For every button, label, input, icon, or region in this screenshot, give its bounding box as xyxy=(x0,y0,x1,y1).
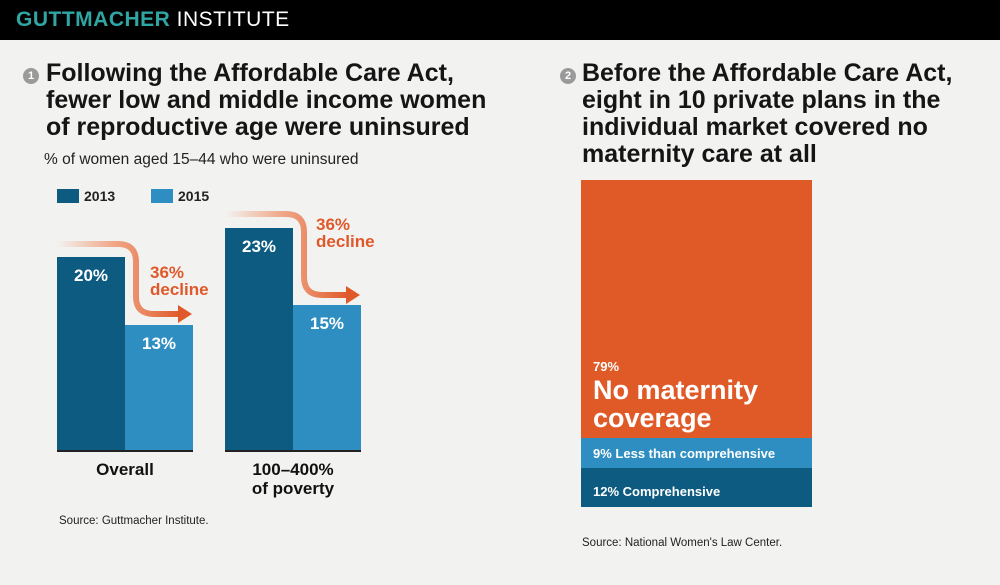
segment-percent: 12% xyxy=(593,483,620,499)
chart-1-subtitle: % of women aged 15–44 who were uninsured xyxy=(44,151,359,168)
decline-arrow-head-overall xyxy=(178,305,192,323)
brand-logo: GUTTMACHER INSTITUTE xyxy=(16,8,290,32)
segment-label: 9% Less than comprehensive xyxy=(593,446,775,461)
source-note-1: Source: Guttmacher Institute. xyxy=(59,515,209,527)
brand-name-light: INSTITUTE xyxy=(176,8,290,31)
segment-comprehensive: 12% Comprehensive xyxy=(581,467,812,507)
category-label-overall: Overall xyxy=(57,460,193,479)
panel-2-headline-line: eight in 10 private plans in the xyxy=(582,86,941,114)
panel-1-headline: Following the Affordable Care Act, fewer… xyxy=(46,60,486,141)
segment-title-line: No maternity xyxy=(593,375,759,406)
panel-2-headline-line: Before the Affordable Care Act, xyxy=(582,59,953,87)
baseline-poverty xyxy=(225,450,361,452)
panel-1-headline-line: fewer low and middle income women xyxy=(46,86,487,114)
bar-2015-poverty: 15% xyxy=(293,305,361,450)
segment-less-than-comprehensive: 9% Less than comprehensive xyxy=(581,438,812,468)
legend-swatch-2015 xyxy=(151,189,173,203)
bar-value-label: 13% xyxy=(141,333,177,353)
brand-name-bold: GUTTMACHER xyxy=(16,8,171,31)
decline-arrow-poverty xyxy=(226,211,348,298)
segment-text: Less than comprehensive xyxy=(615,446,776,462)
panel-2-headline: Before the Affordable Care Act, eight in… xyxy=(582,60,952,168)
decline-percent: 36% xyxy=(316,215,351,234)
category-label-line: Overall xyxy=(96,460,154,479)
panel-1-headline-line: of reproductive age were uninsured xyxy=(46,113,470,141)
decline-arrow-head-poverty xyxy=(346,286,360,304)
legend-label-2013: 2013 xyxy=(84,188,116,204)
segment-no-maternity-coverage: 79% No maternity coverage xyxy=(581,180,812,439)
category-label-poverty: 100–400% of poverty xyxy=(225,460,361,498)
decline-word: decline xyxy=(316,232,375,251)
decline-annotation-overall: 36% decline xyxy=(150,264,209,298)
header-bar: GUTTMACHER INSTITUTE xyxy=(0,0,1000,40)
decline-annotation-poverty: 36% decline xyxy=(316,216,375,250)
legend-swatch-2013 xyxy=(57,189,79,203)
category-label-line: 100–400% xyxy=(252,460,334,479)
panel-1-headline-line: Following the Affordable Care Act, xyxy=(46,59,454,87)
panel-2-number-badge: 2 xyxy=(560,68,576,84)
bar-2015-overall: 13% xyxy=(125,324,193,450)
segment-title-line: coverage xyxy=(593,403,712,434)
source-note-2: Source: National Women's Law Center. xyxy=(582,537,783,549)
baseline-overall xyxy=(57,450,193,452)
segment-text: Comprehensive xyxy=(622,483,721,499)
segment-percent: 9% xyxy=(593,446,612,462)
bar-value-label: 23% xyxy=(241,237,277,256)
bar-value-label: 20% xyxy=(73,265,109,285)
segment-label: 12% Comprehensive xyxy=(593,484,720,499)
decline-word: decline xyxy=(150,280,209,299)
panel-1-number-badge: 1 xyxy=(23,68,39,84)
decline-arrow-overall xyxy=(57,241,180,317)
bar-2013-overall: 20% xyxy=(57,256,125,450)
segment-percent: 79% xyxy=(593,359,620,375)
decline-percent: 36% xyxy=(150,263,185,282)
category-label-line: of poverty xyxy=(251,479,335,498)
bar-2013-poverty: 23% xyxy=(225,228,293,450)
segment-title: No maternity coverage xyxy=(593,376,758,432)
panel-2-headline-line: maternity care at all xyxy=(582,140,817,168)
panel-2-headline-line: individual market covered no xyxy=(582,113,928,141)
legend-label-2015: 2015 xyxy=(178,188,210,204)
bar-value-label: 15% xyxy=(309,314,345,334)
